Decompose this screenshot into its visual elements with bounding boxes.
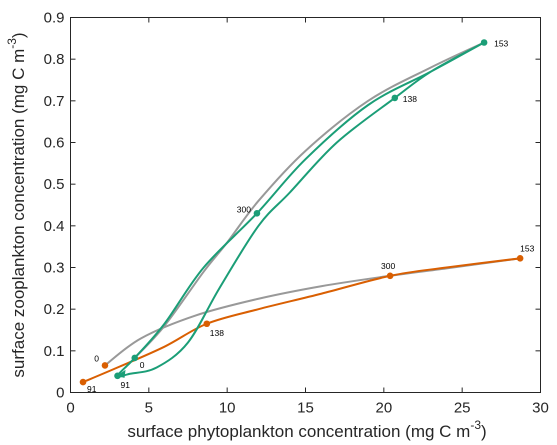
- point-label: 300: [381, 261, 395, 271]
- y-tick-label: 0.4: [44, 218, 65, 235]
- x-tick-label: 30: [532, 400, 549, 417]
- x-tick-label: 0: [66, 400, 74, 417]
- series-layer: [82, 41, 522, 384]
- y-axis-title-sup: -3: [5, 38, 19, 49]
- data-point: [253, 210, 261, 217]
- x-tick-label: 25: [454, 400, 471, 417]
- x-tick-label: 20: [375, 400, 392, 417]
- points-layer: 153 138 300 0 91 153 300 138 0 91: [79, 39, 535, 394]
- data-point: [386, 272, 394, 280]
- plot-frame: [70, 17, 541, 393]
- data-point: [203, 320, 211, 328]
- y-tick-label: 0.1: [44, 343, 65, 360]
- point-label: 153: [520, 243, 534, 253]
- point-label: 91: [87, 384, 97, 394]
- y-tick-label: 0.2: [44, 301, 65, 318]
- y-axis-title: surface zooplankton concentration (mg C …: [5, 32, 28, 377]
- x-tick-label: 5: [145, 400, 153, 417]
- data-point: [391, 94, 399, 102]
- point-label: 0: [140, 360, 145, 370]
- point-label: 138: [210, 328, 224, 338]
- x-tick-label: 10: [219, 400, 236, 417]
- data-point: [79, 378, 87, 386]
- series-line-0: [103, 257, 522, 367]
- y-axis-title-main: surface zooplankton concentration (mg C …: [9, 49, 28, 378]
- y-tick-label: 0.7: [44, 93, 65, 110]
- y-tick-label: 0.9: [44, 10, 65, 27]
- series-line-1: [82, 257, 522, 384]
- x-axis-title-main: surface phytoplankton concentration (mg …: [127, 422, 470, 441]
- y-tick-label: 0.5: [44, 176, 65, 193]
- x-tick-label: 15: [297, 400, 314, 417]
- x-axis-title-end: ): [481, 422, 487, 441]
- y-tick-label: 0: [56, 385, 64, 402]
- x-axis-title: surface phytoplankton concentration (mg …: [127, 418, 486, 441]
- point-label: 300: [237, 204, 251, 214]
- point-label: 153: [494, 39, 508, 49]
- data-point: [480, 39, 488, 46]
- series-line-3: [116, 41, 486, 378]
- data-point: [114, 372, 121, 380]
- point-label: 138: [403, 94, 417, 104]
- data-point: [101, 362, 109, 369]
- data-point: [131, 354, 139, 362]
- point-label: 91: [121, 380, 131, 390]
- x-axis-title-sup: -3: [470, 418, 481, 432]
- y-tick-label: 0.8: [44, 51, 65, 68]
- series-line-2: [133, 41, 486, 359]
- y-axis-title-end: ): [9, 32, 28, 38]
- point-label: 0: [94, 353, 99, 363]
- y-tick-label: 0.3: [44, 260, 65, 277]
- data-point: [516, 255, 524, 262]
- y-tick-label: 0.6: [44, 135, 65, 152]
